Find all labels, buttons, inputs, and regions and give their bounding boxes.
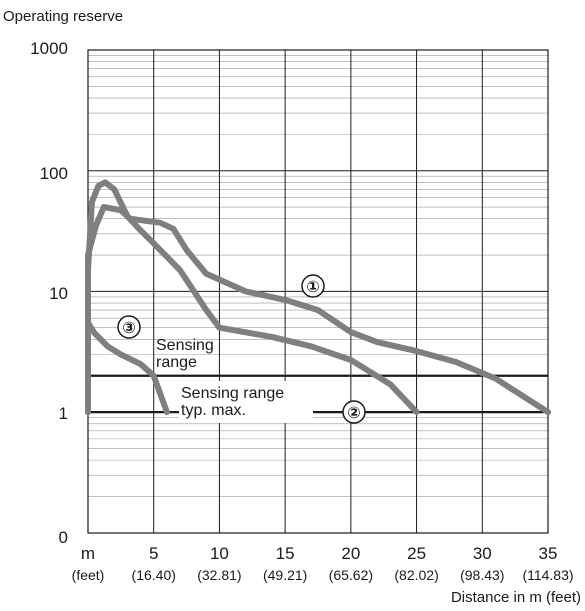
chart-curves [85, 179, 551, 416]
sensing-range-max-annotation: Sensing range typ. max. [179, 381, 313, 423]
x-tick-label: 10 [210, 544, 229, 563]
y-tick-label-1: 1 [59, 404, 68, 423]
x-tick-label: 35 [539, 544, 558, 563]
x-tick-feet-label: (114.83) [522, 567, 573, 583]
series-marker-2: ② [342, 400, 366, 424]
x-tick-labels: m (feet) 5 (16.40) 10 (32.81) 15 (49.21) 20 (65… [72, 544, 574, 583]
sensing-range-max-label-line2: typ. max. [181, 402, 246, 419]
x-tick-feet-label: (16.40) [132, 567, 176, 583]
series-marker-3-circle [117, 315, 141, 339]
x-tick-label-unit: m [81, 544, 95, 563]
x-tick-feet-label: (32.81) [197, 567, 241, 583]
y-tick-label-1000: 1000 [30, 39, 68, 58]
x-tick-feet-label: (65.62) [329, 567, 373, 583]
y-axis-title: Operating reserve [3, 8, 123, 25]
sensing-range-max-label-line1: Sensing range [181, 385, 284, 402]
series-line-3 [85, 319, 170, 416]
x-tick-feet-label: (49.21) [263, 567, 307, 583]
x-tick-feet-label: (82.02) [394, 567, 438, 583]
y-tick-label-10: 10 [49, 284, 68, 303]
y-tick-label-0: 0 [59, 528, 68, 547]
x-axis-title: Distance in m (feet) [451, 589, 581, 606]
series-marker-2-circle [342, 400, 366, 424]
sensing-range-annotation: Sensing range [156, 337, 214, 371]
x-tick-feet-label: (98.43) [460, 567, 504, 583]
x-tick-label: 20 [341, 544, 360, 563]
sensing-range-max-label-bg [179, 381, 313, 423]
x-tick-label: 25 [407, 544, 426, 563]
series-marker-3: ③ [117, 315, 141, 339]
series-marker-1-circle [301, 274, 325, 298]
x-tick-feet-unit: (feet) [72, 567, 105, 583]
y-tick-label-100: 100 [40, 164, 68, 183]
series-line-1 [85, 204, 551, 416]
series-marker-3-label: ③ [122, 320, 136, 337]
series-marker-2-label: ② [347, 405, 361, 422]
x-tick-label: 30 [473, 544, 492, 563]
series-marker-1: ① [301, 274, 325, 298]
x-tick-label: 15 [276, 544, 295, 563]
series-marker-1-label: ① [306, 279, 320, 296]
x-tick-label: 5 [149, 544, 158, 563]
sensing-range-label-line2: range [156, 354, 197, 371]
y-tick-labels: 1000 100 10 1 0 [30, 39, 68, 547]
series-line-2 [85, 179, 420, 416]
sensing-range-label-line1: Sensing [156, 337, 214, 354]
